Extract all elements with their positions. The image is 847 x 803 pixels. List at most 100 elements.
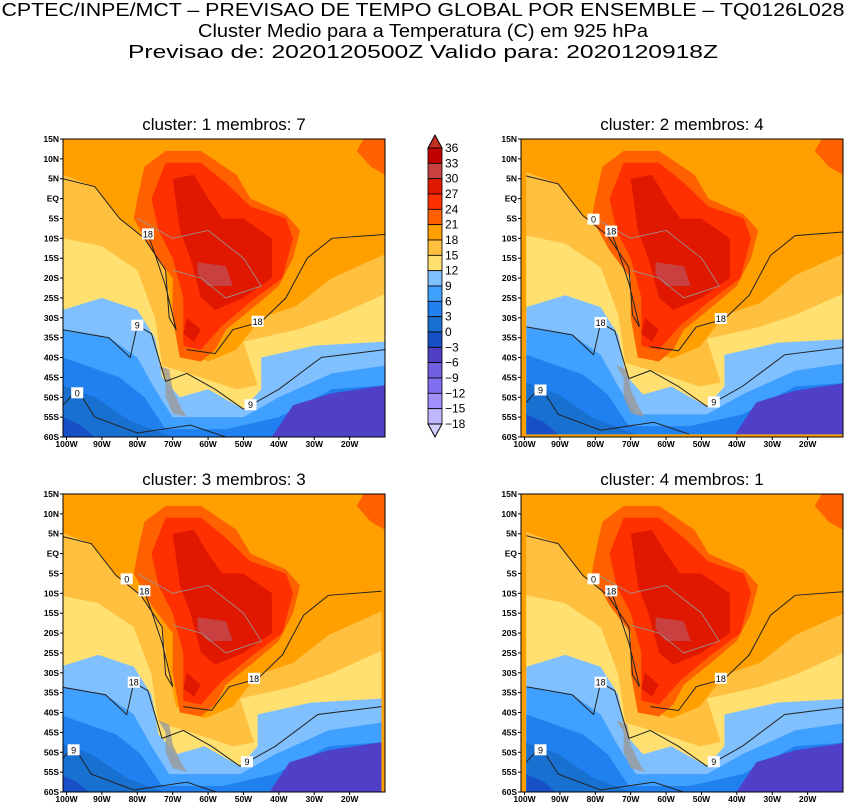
contour-label-text: 18	[716, 674, 726, 684]
colorbar-swatch	[427, 362, 443, 379]
contour-label-bg	[587, 573, 600, 585]
lat-tick-label: 10S	[44, 588, 59, 598]
figure-title-line1: CPTEC/INPE/MCT – PREVISAO DE TEMPO GLOBA…	[2, 0, 845, 20]
colorbar-swatch	[427, 178, 443, 195]
map-frame	[520, 493, 844, 793]
contour-label-bg	[71, 387, 84, 399]
lat-tick-label: 50S	[502, 747, 517, 757]
contour-label: 9	[244, 399, 257, 411]
map-fields	[525, 139, 843, 435]
contour-label-text: 9	[248, 400, 253, 410]
contour-label: 18	[138, 585, 151, 597]
contour-label-text: 9	[244, 757, 249, 767]
contour-label: 9	[131, 319, 144, 331]
temperature-band-27	[183, 317, 201, 342]
lon-tick-label: 80W	[587, 794, 605, 803]
lat-tick-label: 10N	[501, 509, 517, 519]
lon-tick-label: 70W	[164, 794, 182, 803]
country-borders	[137, 573, 262, 654]
temperature-band-27	[630, 529, 730, 665]
colorbar-swatch	[427, 392, 443, 410]
contour-label: 9	[707, 396, 720, 408]
lat-tick-label: 45S	[502, 727, 517, 737]
map-frame	[62, 138, 386, 438]
contour-label-bg	[141, 228, 154, 240]
lat-tick-label: 20S	[44, 273, 59, 283]
lat-tick-label: 35S	[44, 333, 59, 343]
lon-tick-label: 40W	[728, 439, 746, 449]
lon-tick-label: 30W	[763, 439, 781, 449]
contour-label-bg	[605, 585, 618, 597]
contour-label: 0	[120, 573, 133, 585]
lat-tick-label: 50S	[44, 392, 59, 402]
colorbar-label: 24	[445, 202, 459, 216]
contour-label-bg	[714, 672, 727, 684]
colorbar-swatch	[427, 377, 443, 394]
lat-tick-label: 25S	[44, 648, 59, 658]
colorbar-swatch	[427, 331, 443, 348]
colorbar-label: −18	[445, 417, 466, 431]
lat-tick-label: 15N	[43, 134, 59, 144]
colorbar-under-arrow	[427, 423, 443, 439]
contour-line-18a	[63, 536, 174, 687]
contour-label: 0	[587, 573, 600, 585]
lon-tick-label: 30W	[305, 439, 323, 449]
lon-tick-label: 60W	[199, 439, 217, 449]
contour-label-bg	[707, 756, 720, 768]
contour-line-9a	[63, 681, 163, 739]
colorbar-label: 36	[445, 141, 459, 155]
lat-tick-label: EQ	[505, 194, 518, 204]
panel-title: cluster: 2 membros: 4	[600, 115, 763, 134]
contour-line-18a	[63, 178, 177, 330]
colorbar-over-arrow	[427, 133, 443, 149]
lat-tick-label: 5N	[48, 529, 59, 539]
contour-label-text: 9	[711, 757, 716, 767]
lat-tick-label: 5S	[49, 568, 60, 578]
patagonia-land	[616, 365, 645, 418]
lat-tick-label: 5S	[49, 213, 60, 223]
contour-label-text: 18	[143, 229, 153, 239]
contour-label: 18	[605, 585, 618, 597]
contour-label: 18	[594, 317, 607, 328]
contour-label-bg	[127, 676, 140, 688]
temperature-band--6	[271, 385, 385, 437]
temperature-band-21	[814, 139, 843, 175]
lat-tick-label: 10N	[43, 509, 59, 519]
lon-tick-label: 60W	[657, 439, 675, 449]
lon-tick-label: 30W	[763, 794, 781, 803]
lat-tick-label: 30S	[44, 313, 59, 323]
contour-label: 18	[714, 313, 727, 324]
contour-label: 9	[241, 756, 253, 768]
contour-label: 0	[71, 387, 84, 399]
map-frame	[62, 493, 386, 793]
temperature-band-21	[356, 494, 385, 530]
colorbar-swatch	[427, 193, 443, 210]
patagonia-land	[158, 365, 187, 418]
contour-label-text: 18	[139, 586, 149, 596]
temperature-band-0	[63, 385, 173, 437]
lon-tick-label: 40W	[270, 794, 288, 803]
contour-line-9b	[165, 349, 385, 410]
temperature-band-30	[655, 617, 691, 641]
lat-tick-label: 20S	[502, 628, 517, 638]
lat-tick-label: 15N	[501, 134, 517, 144]
contour-line-9b	[161, 706, 382, 767]
lon-tick-label: 60W	[199, 794, 217, 803]
lon-tick-label: 20W	[799, 794, 817, 803]
temperature-band-30	[197, 617, 233, 641]
map-panel-4: cluster: 4 membros: 1 18 18 18 9 9 0 15N 10N 5N EQ…	[501, 470, 844, 803]
lat-tick-label: 45S	[44, 727, 59, 737]
contour-label-text: 9	[711, 397, 716, 407]
contour-line-9b	[628, 706, 843, 767]
lon-tick-label: 100W	[55, 439, 78, 449]
contour-label-text: 18	[606, 227, 616, 237]
lat-tick-label: 25S	[502, 293, 517, 303]
map-fields	[525, 494, 843, 792]
lat-tick-label: 45S	[502, 372, 517, 382]
temperature-band--6	[269, 742, 382, 792]
contour-label: 18	[714, 672, 727, 684]
lat-tick-label: 15S	[502, 608, 517, 618]
temperature-band-0	[526, 742, 631, 792]
